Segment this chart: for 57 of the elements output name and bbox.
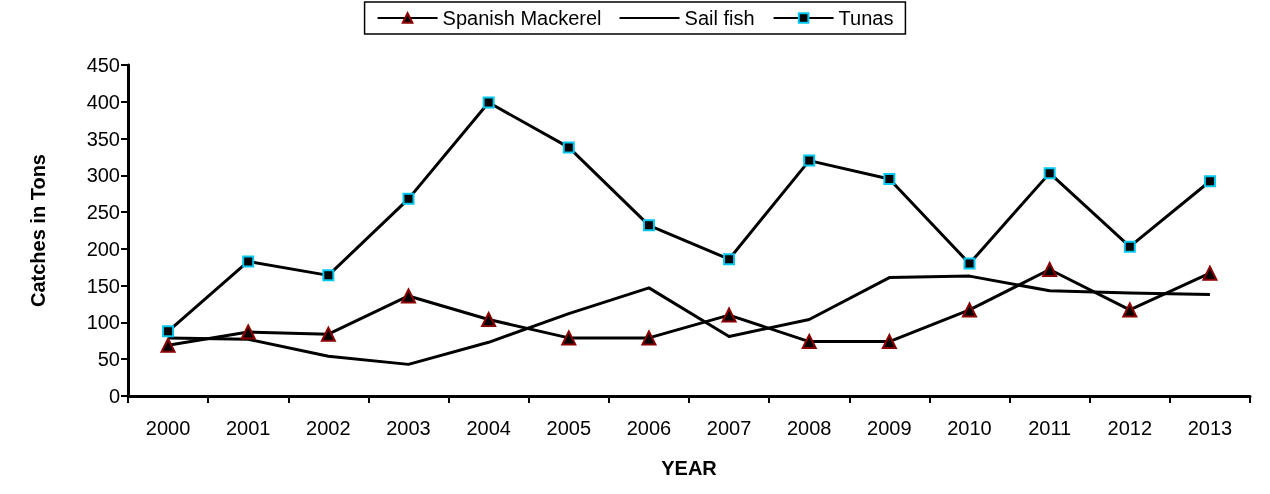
point (482, 96, 495, 109)
x-tick-label: 2007 (706, 417, 752, 439)
point (401, 288, 416, 304)
x-tick-label: 2013 (1187, 417, 1233, 439)
point (803, 154, 816, 167)
point (1043, 167, 1056, 180)
point (721, 307, 737, 323)
point (962, 302, 977, 318)
point (723, 253, 736, 266)
x-axis-title: YEAR (661, 457, 718, 479)
y-axis-title: Catches in Tons (27, 154, 49, 307)
point (1122, 302, 1138, 318)
x-tick-label: 2011 (1028, 417, 1072, 439)
x-tick-label: 2001 (225, 417, 271, 439)
x-tick-label: 2000 (145, 417, 191, 439)
y-tick-label: 450 (86, 54, 120, 76)
y-tick-label: 300 (86, 164, 120, 187)
y-tick-label: 250 (86, 201, 120, 224)
x-tick-label: 2003 (386, 417, 431, 439)
y-tick-label: 400 (86, 90, 120, 113)
point (322, 269, 335, 282)
point (1042, 261, 1058, 277)
legend-label: Spanish Mackerel (442, 7, 602, 29)
y-tick-label: 50 (97, 348, 120, 371)
point (162, 325, 175, 338)
point (320, 326, 336, 342)
point (481, 312, 497, 327)
y-tick-label: 150 (86, 274, 120, 297)
x-tick-label: 2006 (626, 417, 672, 439)
point (1202, 265, 1218, 281)
x-tick-label: 2009 (867, 417, 912, 439)
point (641, 330, 657, 346)
legend-label: Sail fish (684, 7, 755, 29)
point (240, 324, 256, 340)
x-tick-label: 2012 (1107, 417, 1153, 439)
x-tick-label: 2004 (466, 417, 511, 439)
y-tick-label: 350 (86, 127, 120, 150)
legend-label: Tunas (838, 7, 894, 29)
y-tick-label: 100 (86, 311, 120, 334)
point (801, 334, 817, 350)
point (883, 173, 896, 186)
point (242, 255, 255, 268)
y-tick-label: 200 (86, 237, 120, 260)
point (1123, 240, 1136, 253)
x-tick-label: 2005 (546, 417, 592, 439)
point (642, 219, 655, 232)
point (561, 330, 577, 346)
point (881, 334, 897, 350)
point (1203, 175, 1216, 188)
point (963, 257, 976, 270)
point (562, 141, 575, 154)
point (160, 337, 176, 353)
x-tick-label: 2002 (306, 417, 351, 439)
x-tick-label: 2008 (786, 417, 832, 439)
point (402, 192, 415, 205)
y-tick-label: 0 (108, 385, 120, 407)
x-tick-label: 2010 (947, 417, 992, 439)
